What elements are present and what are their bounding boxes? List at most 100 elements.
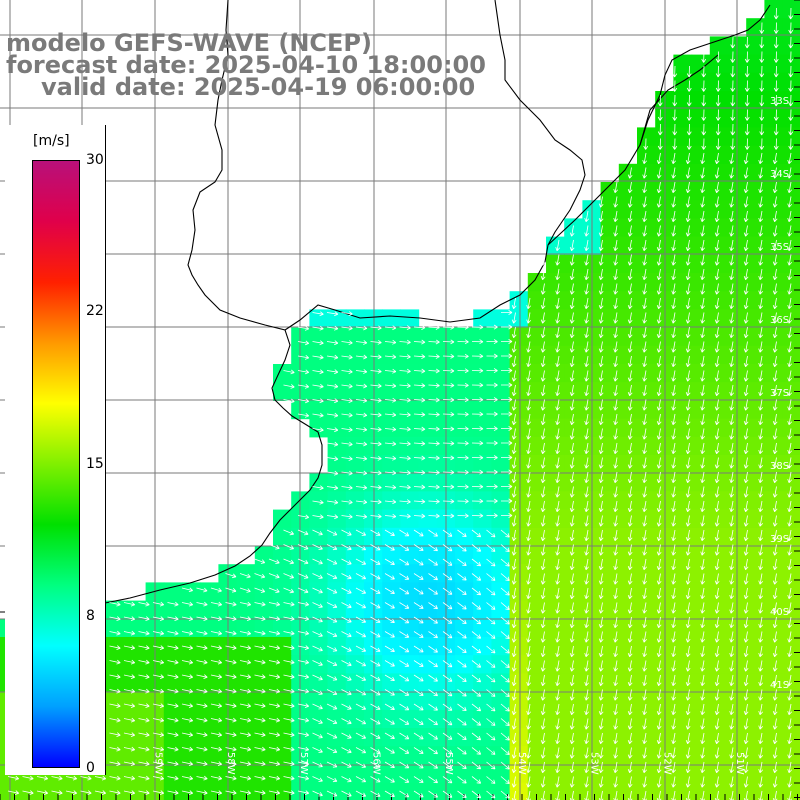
wind-arrow <box>109 790 121 795</box>
wind-arrow <box>283 659 295 665</box>
wind-arrow <box>167 630 179 636</box>
wind-arrow <box>627 587 633 600</box>
wind-arrow <box>370 455 382 461</box>
wind-arrow <box>656 660 662 672</box>
wind-arrow <box>555 631 561 643</box>
wind-arrow <box>759 51 765 63</box>
wind-arrow <box>471 747 482 755</box>
wind-arrow <box>613 761 619 774</box>
wind-arrow <box>569 428 575 440</box>
wind-arrow <box>555 515 561 527</box>
wind-arrow <box>714 732 720 745</box>
wind-arrow <box>772 181 778 194</box>
wind-arrow <box>656 355 662 368</box>
wind-arrow <box>511 355 517 368</box>
wind-arrow <box>569 587 575 600</box>
wind-arrow <box>355 602 367 609</box>
wind-arrow <box>413 718 424 725</box>
wind-arrow <box>787 457 793 469</box>
wind-arrow <box>714 761 720 774</box>
wind-arrow <box>312 718 323 724</box>
wind-arrow <box>569 573 575 585</box>
wind-arrow <box>730 80 736 92</box>
wind-arrow <box>370 761 381 768</box>
wind-arrow <box>758 210 764 223</box>
wind-arrow <box>471 498 484 504</box>
wind-arrow <box>428 368 440 374</box>
wind-arrow <box>268 703 281 708</box>
wind-arrow <box>312 674 323 681</box>
wind-arrow <box>671 544 677 556</box>
wind-arrow <box>283 384 295 389</box>
wind-arrow <box>457 353 469 359</box>
wind-arrow <box>555 283 561 295</box>
wind-arrow <box>471 324 484 330</box>
wind-arrow <box>384 470 397 476</box>
wind-arrow <box>540 761 546 774</box>
wind-arrow <box>326 456 339 462</box>
wind-arrow <box>729 239 735 252</box>
wind-arrow <box>772 239 778 252</box>
wind-arrow <box>743 645 749 658</box>
wind-arrow <box>569 689 575 701</box>
wind-arrow <box>341 544 352 551</box>
wind-arrow <box>283 558 295 565</box>
wind-arrow <box>700 355 706 368</box>
wind-arrow <box>428 455 440 461</box>
wind-arrow <box>627 457 633 469</box>
wind-arrow <box>569 500 575 513</box>
wind-arrow <box>471 631 482 639</box>
wind-arrow <box>701 109 707 121</box>
wind-arrow <box>642 341 648 353</box>
coastline <box>0 0 771 613</box>
wind-arrow <box>772 689 778 701</box>
wind-arrow <box>729 413 735 426</box>
wind-arrow <box>341 660 352 667</box>
wind-arrow <box>613 616 619 629</box>
wind-arrow <box>714 631 720 643</box>
wind-arrow <box>540 370 546 382</box>
wind-arrow <box>501 397 513 402</box>
wind-arrow <box>685 254 691 266</box>
wind-arrow <box>787 428 793 440</box>
wind-arrow <box>555 370 561 382</box>
wind-arrow <box>312 529 323 536</box>
wind-arrow <box>471 455 484 461</box>
wind-arrow <box>569 457 575 469</box>
wind-arrow <box>526 631 532 643</box>
wind-arrow <box>787 500 793 513</box>
wind-arrow <box>772 355 778 368</box>
wind-arrow <box>584 239 590 252</box>
wind-arrow <box>486 558 496 567</box>
colorbar <box>32 160 80 768</box>
wind-arrow <box>686 138 692 150</box>
wind-arrow <box>355 470 368 476</box>
wind-arrow <box>540 442 546 455</box>
wind-arrow <box>526 399 532 411</box>
wind-arrow <box>297 573 309 579</box>
wind-arrow <box>283 630 295 636</box>
wind-arrow <box>613 384 619 397</box>
wind-arrow <box>685 689 691 701</box>
wind-arrow <box>743 558 749 571</box>
wind-arrow <box>526 370 532 382</box>
wind-arrow <box>428 397 440 403</box>
wind-arrow <box>685 442 691 455</box>
wind-arrow <box>729 326 735 339</box>
wind-arrow <box>772 471 778 484</box>
wind-arrow <box>457 544 467 552</box>
wind-arrow <box>773 65 779 78</box>
wind-arrow <box>743 297 749 310</box>
wind-arrow <box>758 486 764 498</box>
wind-arrow <box>210 703 223 708</box>
wind-arrow <box>700 645 706 658</box>
wind-arrow <box>714 500 720 513</box>
wind-arrow <box>283 732 295 737</box>
wind-arrow <box>715 94 721 107</box>
wind-arrow <box>729 544 735 556</box>
wind-arrow <box>526 776 532 788</box>
wind-arrow <box>413 732 424 740</box>
wind-arrow <box>457 674 467 682</box>
wind-arrow <box>196 790 208 795</box>
wind-arrow <box>312 340 324 346</box>
